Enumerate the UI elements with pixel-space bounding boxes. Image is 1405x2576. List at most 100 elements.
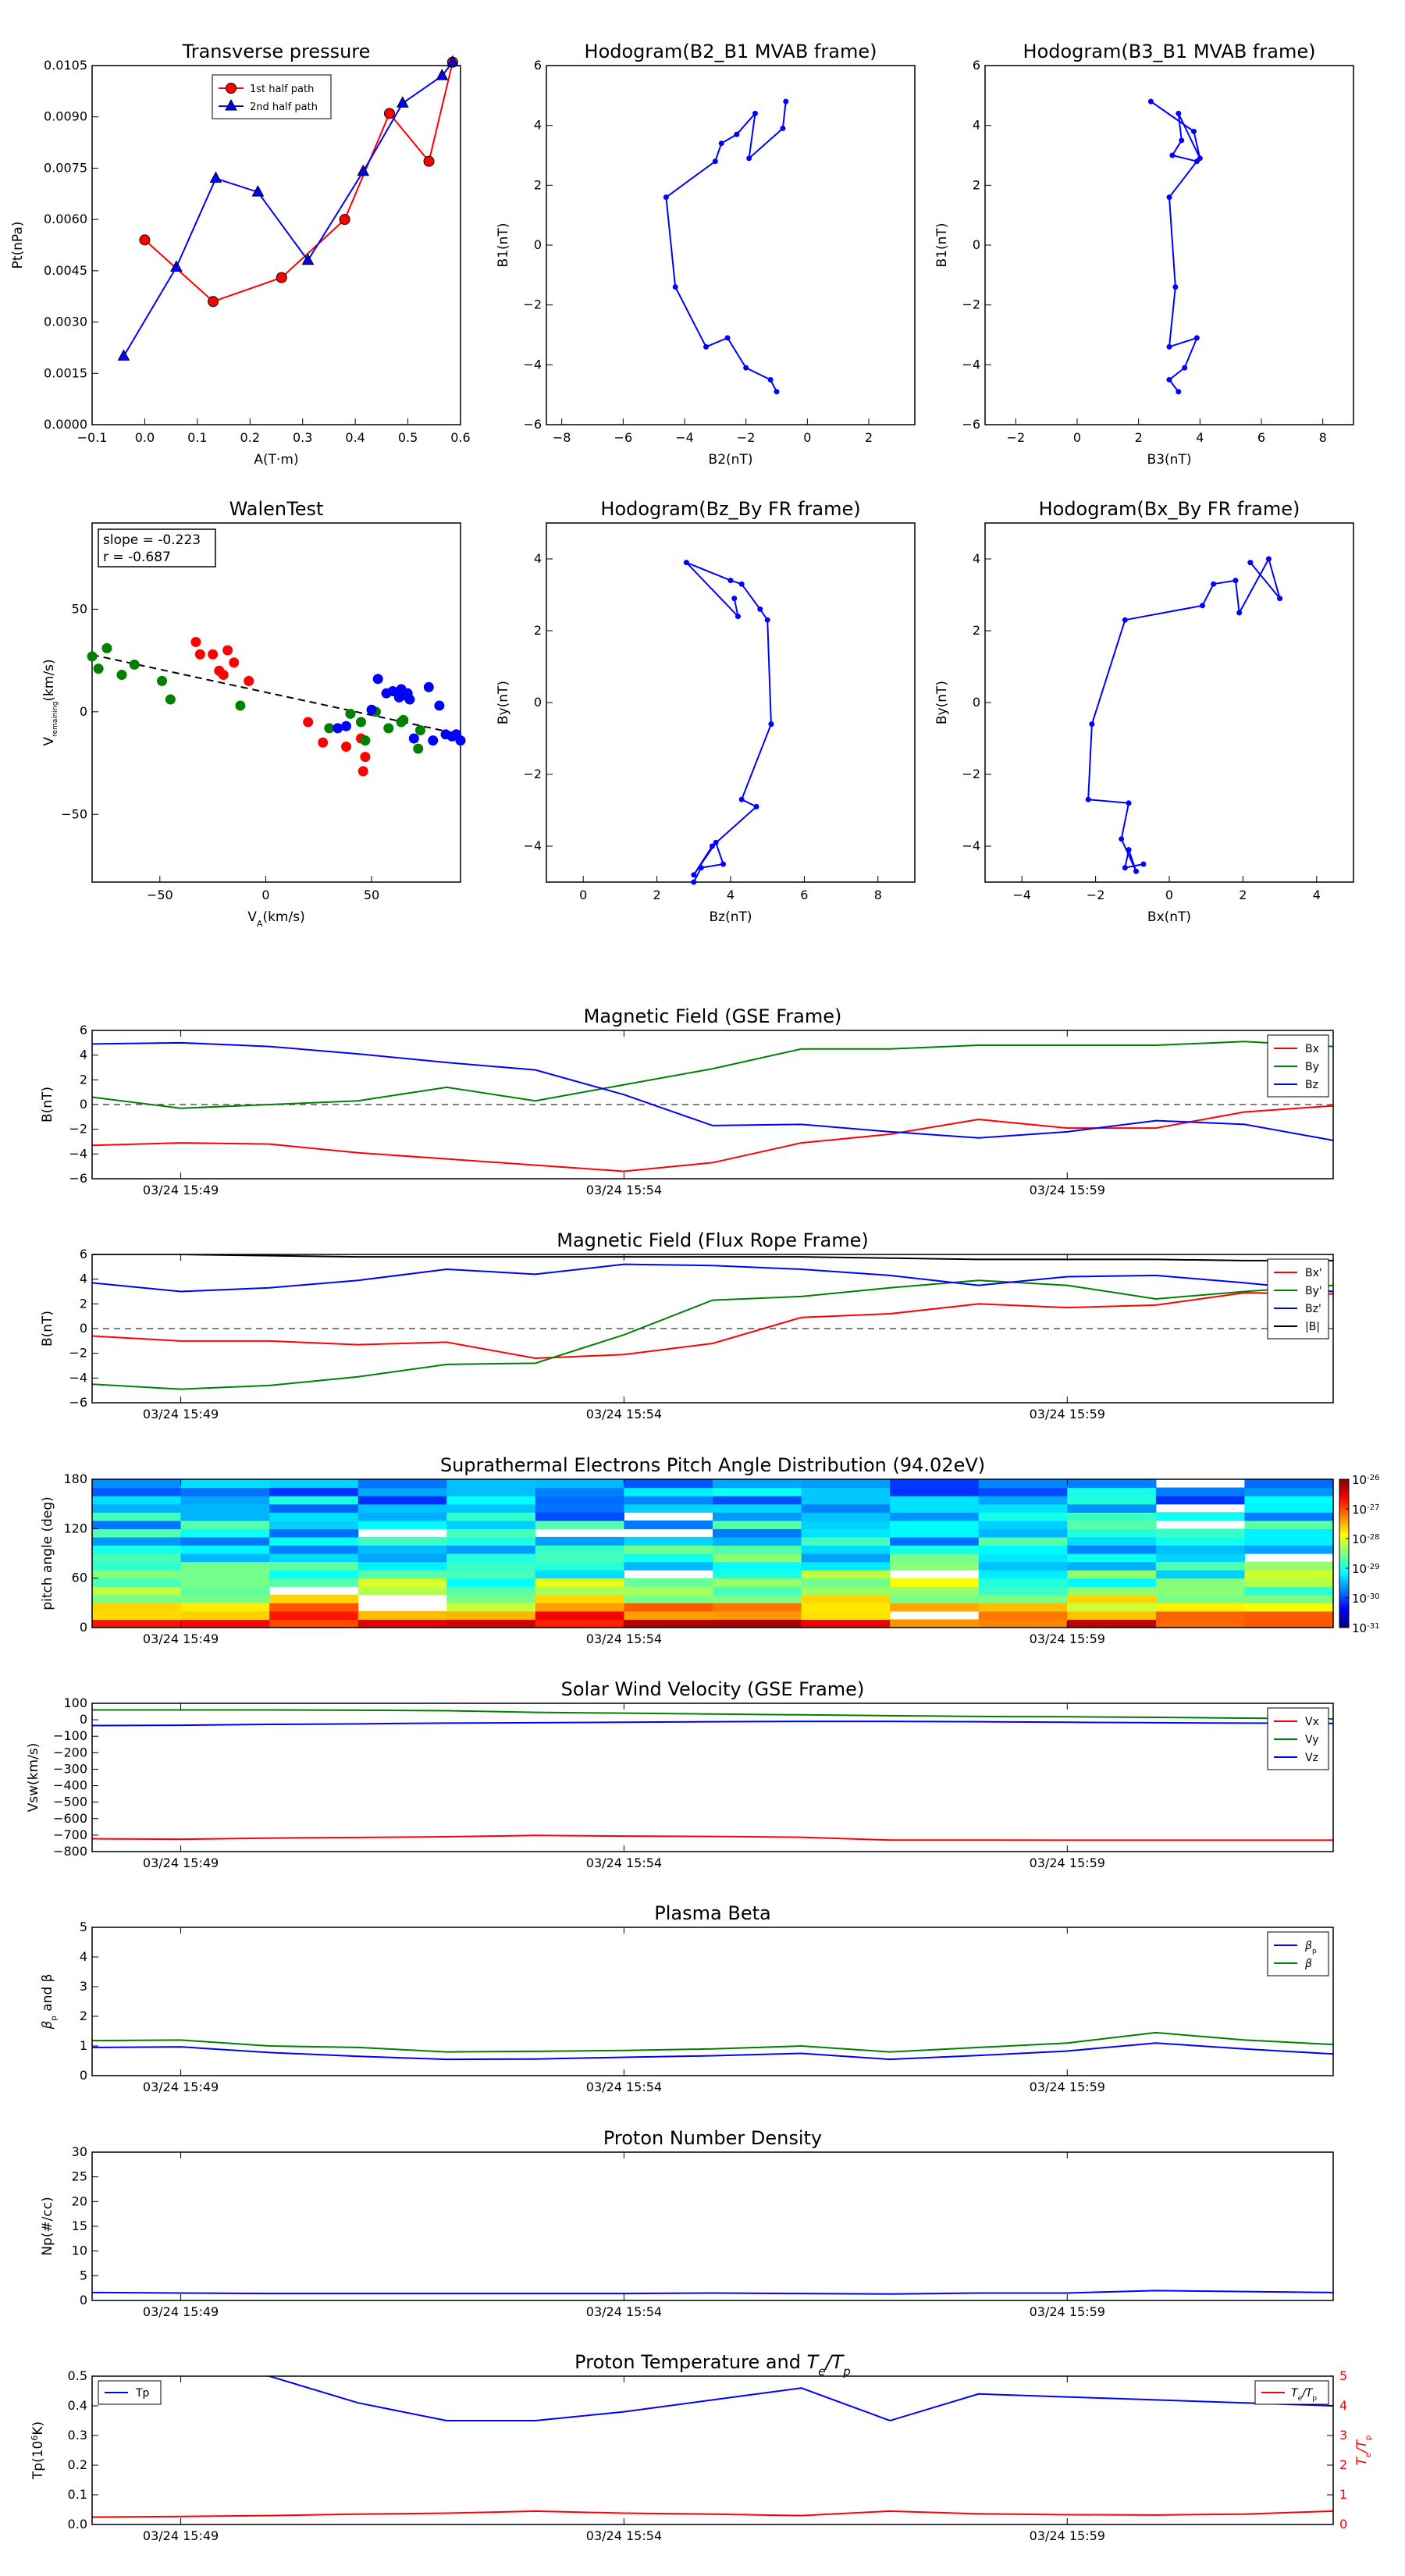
x-tick-label: 8 (874, 888, 882, 902)
y-axis-label: B(nT) (40, 1311, 55, 1347)
y-tick-label: −200 (53, 1745, 87, 1759)
heatmap-cell (357, 1545, 447, 1554)
data-point (1169, 152, 1176, 158)
scatter-point-blue (333, 723, 343, 734)
data-point (1119, 836, 1125, 842)
time-tick-label: 03/24 15:59 (1030, 2080, 1105, 2094)
heatmap-cell (180, 1536, 270, 1546)
scatter-point-red (303, 717, 314, 728)
heatmap-cell (1244, 1545, 1334, 1554)
heatmap-cell (92, 1512, 182, 1521)
chart-title: Transverse pressure (182, 41, 371, 62)
heatmap-cell (180, 1503, 270, 1513)
chart-title: Solar Wind Velocity (GSE Frame) (561, 1678, 865, 1700)
heatmap-cell (180, 1561, 270, 1571)
heatmap-cell (269, 1496, 359, 1505)
y-tick-label: 2 (80, 1072, 87, 1087)
chart-np: Proton Number Density 0 5 10 15 20 25 30 03/24 1… (40, 2127, 1334, 2319)
y-tick-label: −2 (69, 1346, 87, 1361)
data-point (1182, 365, 1188, 371)
heatmap-cell (624, 1578, 713, 1587)
heatmap-cell (269, 1536, 359, 1546)
legend-label: Tp (135, 2387, 150, 2400)
heatmap-cell (890, 1545, 980, 1554)
heatmap-cell (446, 1586, 536, 1596)
heatmap-cell (1155, 1512, 1246, 1521)
data-point (698, 865, 704, 871)
heatmap-cell (535, 1536, 625, 1546)
scatter-point-blue (341, 720, 352, 731)
heatmap-cell (446, 1561, 536, 1571)
y2-tick-label: 1 (1339, 2487, 1347, 2502)
axes-frame (546, 65, 916, 425)
heatmap-cell (180, 1496, 270, 1505)
data-point (117, 349, 130, 361)
data-point (1211, 581, 1217, 587)
data-point (1176, 389, 1182, 395)
heatmap-cell (1244, 1594, 1334, 1603)
time-tick-label: 03/24 15:54 (586, 2080, 662, 2094)
scatter-point-green (413, 743, 424, 754)
colorbar-tick-label: 10-31 (1352, 1621, 1379, 1635)
scatter-point-red (218, 670, 229, 681)
heatmap-cell (357, 1561, 447, 1571)
y-tick-label: −500 (53, 1795, 87, 1809)
series-line-By' (92, 1279, 1333, 1390)
data-point (1133, 868, 1140, 874)
chart-title: Proton Number Density (603, 2127, 822, 2149)
heatmap-cell (1155, 1528, 1246, 1538)
data-point (1147, 98, 1154, 105)
y-tick-label: 2 (973, 623, 980, 638)
heatmap-cell (1244, 1586, 1334, 1596)
heatmap-cell (92, 1496, 182, 1505)
y-axis-label: By(nT) (496, 681, 511, 724)
chart-title: Hodogram(B2_B1 MVAB frame) (585, 41, 877, 62)
heatmap-cell (269, 1528, 359, 1538)
time-tick-label: 03/24 15:54 (586, 1183, 662, 1197)
y-axis-label: Vsw(km/s) (26, 1743, 41, 1813)
x-tick-label: 4 (1196, 430, 1204, 445)
heatmap-cell (890, 1536, 980, 1546)
axes-frame (546, 522, 916, 883)
x-tick-label: −8 (553, 430, 571, 445)
scatter-point-green (235, 700, 246, 711)
heatmap-cell (446, 1603, 536, 1612)
heatmap-cell (269, 1545, 359, 1554)
heatmap-cell (713, 1512, 802, 1521)
x-axis-label: Bz(nT) (709, 909, 752, 925)
heatmap-cell (801, 1536, 891, 1546)
heatmap-cell (1067, 1528, 1157, 1538)
heatmap-cell (978, 1619, 1068, 1628)
heatmap-cell (446, 1512, 536, 1521)
heatmap-cell (890, 1553, 980, 1563)
y-tick-label: −2 (962, 767, 980, 781)
y-tick-label: −4 (523, 357, 542, 372)
heatmap-cell (92, 1553, 182, 1563)
scatter-point-green (129, 659, 140, 670)
y-tick-label: 0.0105 (44, 58, 87, 73)
scatter-point-green (165, 694, 176, 705)
chart-title: Proton Temperature and Te/Tp (574, 2351, 851, 2379)
y-tick-label: −2 (962, 297, 980, 312)
y-tick-label: 0 (80, 1097, 87, 1112)
heatmap-cell (1155, 1536, 1246, 1546)
heatmap-cell (978, 1536, 1068, 1546)
scatter-point-green (398, 714, 409, 725)
data-point (1172, 284, 1179, 290)
heatmap-cell (978, 1528, 1068, 1538)
data-point (718, 141, 724, 147)
x-tick-label: 0.1 (187, 430, 207, 445)
scatter-point-red (208, 649, 219, 660)
y-tick-label: −100 (53, 1728, 87, 1743)
heatmap-cell (978, 1561, 1068, 1571)
heatmap-cell (357, 1479, 447, 1489)
y-tick-label: 0 (534, 237, 542, 252)
y-tick-label: 0.2 (68, 2457, 87, 2472)
heatmap-cell (978, 1487, 1068, 1496)
heatmap-cell (180, 1603, 270, 1612)
data-point (446, 55, 459, 67)
heatmap-cell (801, 1570, 891, 1579)
heatmap-cell (1244, 1561, 1334, 1571)
fit-line (91, 653, 461, 735)
heatmap-cell (269, 1578, 359, 1587)
